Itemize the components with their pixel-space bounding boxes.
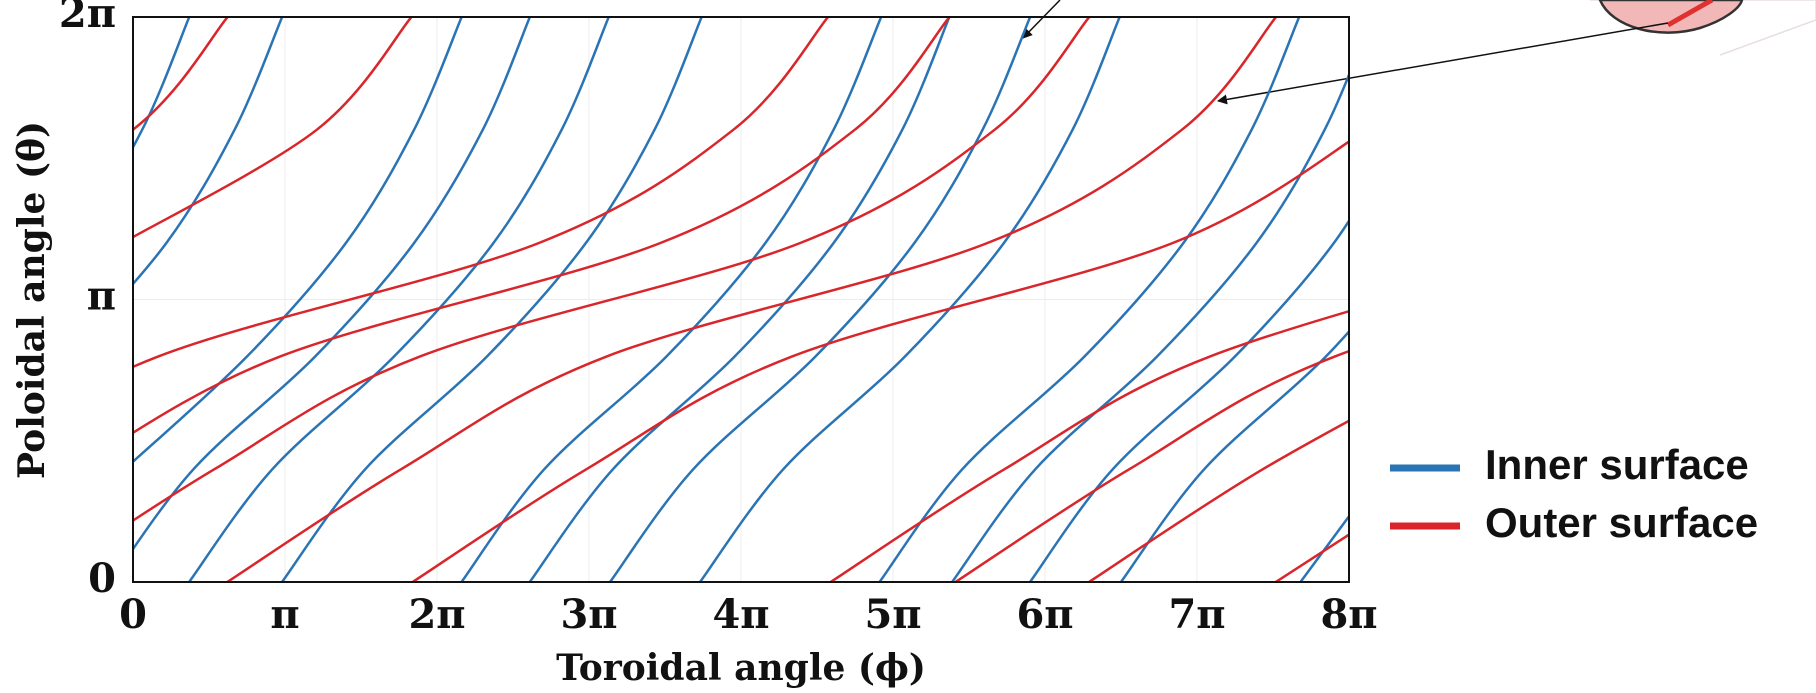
x-tick-label: 4π bbox=[712, 591, 769, 638]
series-line bbox=[830, 309, 1349, 582]
x-tick-label: 5π bbox=[864, 591, 921, 638]
series-line bbox=[133, 17, 951, 435]
y-axis-title: Poloidal angle (θ) bbox=[11, 121, 53, 479]
plot-frame bbox=[132, 16, 1350, 583]
series-line bbox=[226, 17, 1277, 582]
grid bbox=[132, 16, 1350, 583]
series-line bbox=[954, 349, 1349, 582]
legend: Inner surface Outer surface bbox=[1390, 441, 1758, 546]
tick-labels: 0 π 2π 3π 4π 5π 6π 7π 8π 0 π 2π bbox=[59, 0, 1378, 638]
series-line bbox=[281, 17, 703, 582]
series-line bbox=[1275, 533, 1349, 582]
series-line bbox=[699, 17, 1121, 582]
x-tick-label: 3π bbox=[560, 591, 617, 638]
series-line bbox=[1299, 514, 1349, 582]
x-tick-label: 7π bbox=[1168, 591, 1225, 638]
annotation-arrow bbox=[1022, 0, 1061, 39]
x-tick-label: 6π bbox=[1016, 591, 1073, 638]
illustration-fragment bbox=[1590, 0, 1816, 56]
x-tick-label: 2π bbox=[408, 591, 465, 638]
plot-area bbox=[133, 17, 1349, 582]
y-tick-label: 2π bbox=[59, 0, 116, 37]
series-line bbox=[133, 17, 1091, 522]
annotation-arrow bbox=[1217, 22, 1669, 105]
series-line bbox=[133, 17, 284, 286]
series-line bbox=[1029, 218, 1349, 582]
series-line bbox=[878, 17, 1301, 582]
y-tick-label: 0 bbox=[88, 555, 116, 602]
x-axis-title: Toroidal angle (ϕ) bbox=[556, 647, 926, 689]
series-line bbox=[133, 17, 229, 132]
x-tick-label: 0 bbox=[119, 591, 147, 638]
legend-label: Outer surface bbox=[1485, 499, 1758, 546]
x-tick-label: π bbox=[270, 591, 299, 638]
series-line bbox=[133, 17, 413, 239]
series-line bbox=[133, 17, 463, 464]
series-line bbox=[609, 17, 1032, 582]
legend-label: Inner surface bbox=[1485, 441, 1749, 488]
y-tick-label: π bbox=[87, 273, 116, 320]
series-line bbox=[460, 17, 883, 582]
series-line bbox=[1119, 329, 1349, 582]
series-line bbox=[1088, 419, 1349, 582]
series-line bbox=[133, 17, 531, 552]
series-line bbox=[951, 71, 1349, 582]
series-line bbox=[411, 140, 1349, 582]
series-line bbox=[188, 17, 610, 582]
x-tick-label: 8π bbox=[1320, 591, 1377, 638]
series-line bbox=[133, 17, 829, 369]
series-line bbox=[133, 17, 191, 150]
